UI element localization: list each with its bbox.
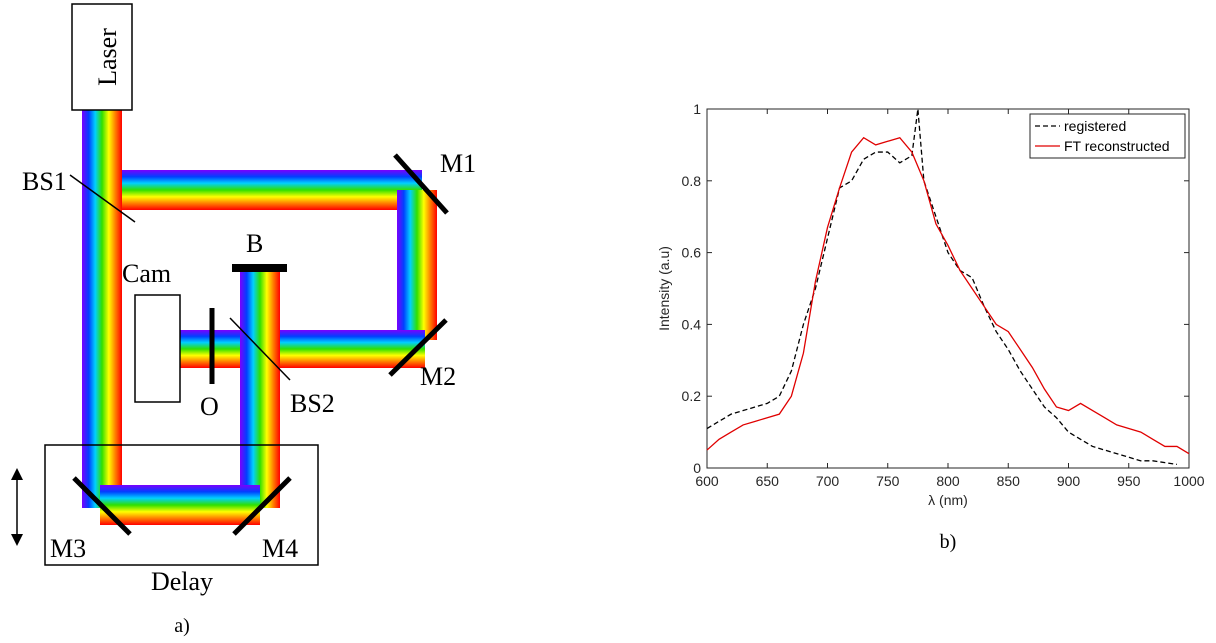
- beam: [180, 330, 425, 368]
- plot-area: [706, 108, 1190, 469]
- mirror: [72, 476, 132, 536]
- y-tick-label: 0: [693, 460, 701, 476]
- label: Laser: [93, 28, 122, 86]
- camera: [134, 294, 181, 403]
- label: Cam: [122, 259, 171, 288]
- laser-box: [71, 3, 133, 111]
- beam-splitter: [229, 317, 291, 381]
- mirror: [388, 318, 448, 377]
- legend-label: FT reconstructed: [1064, 138, 1170, 154]
- data-line: [706, 136, 1190, 455]
- x-tick-label: 650: [756, 473, 780, 489]
- beam: [100, 485, 260, 525]
- x-tick-label: 900: [1057, 473, 1081, 489]
- y-axis-label: Intensity (a.u): [656, 246, 672, 331]
- caption: a): [174, 615, 190, 637]
- label: M1: [440, 149, 476, 178]
- label: M4: [262, 534, 298, 563]
- x-tick-label: 950: [1117, 473, 1141, 489]
- y-tick-label: 0.2: [682, 388, 702, 404]
- x-tick-label: 800: [936, 473, 960, 489]
- legend-label: registered: [1064, 118, 1126, 134]
- setup-diagram: Laser BS1 M1 B Cam M2 O BS2 M3 M4 Delay …: [11, 3, 476, 637]
- label: O: [200, 392, 219, 421]
- label: B: [246, 229, 263, 258]
- label: Delay: [151, 567, 213, 596]
- beam-splitter: [69, 174, 136, 223]
- x-tick-label: 850: [997, 473, 1021, 489]
- data-line: [706, 108, 1178, 466]
- label: BS1: [22, 167, 67, 196]
- mirror: [393, 153, 449, 215]
- label: BS2: [290, 389, 335, 418]
- label: M2: [420, 362, 456, 391]
- beam: [397, 190, 437, 340]
- label: M3: [50, 534, 86, 563]
- legend-box: [1029, 113, 1186, 159]
- mirror: [232, 476, 292, 536]
- y-tick-label: 0.8: [682, 173, 702, 189]
- x-tick-label: 1000: [1173, 473, 1204, 489]
- x-tick-label: 750: [876, 473, 900, 489]
- delay-box: [44, 444, 319, 566]
- y-tick-label: 0.4: [682, 316, 702, 332]
- y-tick-label: 1: [693, 101, 701, 117]
- x-axis-label: λ (nm): [928, 492, 968, 508]
- x-tick-label: 700: [816, 473, 840, 489]
- beam: [122, 170, 422, 210]
- x-tick-label: 600: [695, 473, 719, 489]
- caption: b): [940, 531, 957, 553]
- beam: [82, 110, 122, 508]
- y-tick-label: 0.6: [682, 245, 702, 261]
- beam: [240, 272, 280, 508]
